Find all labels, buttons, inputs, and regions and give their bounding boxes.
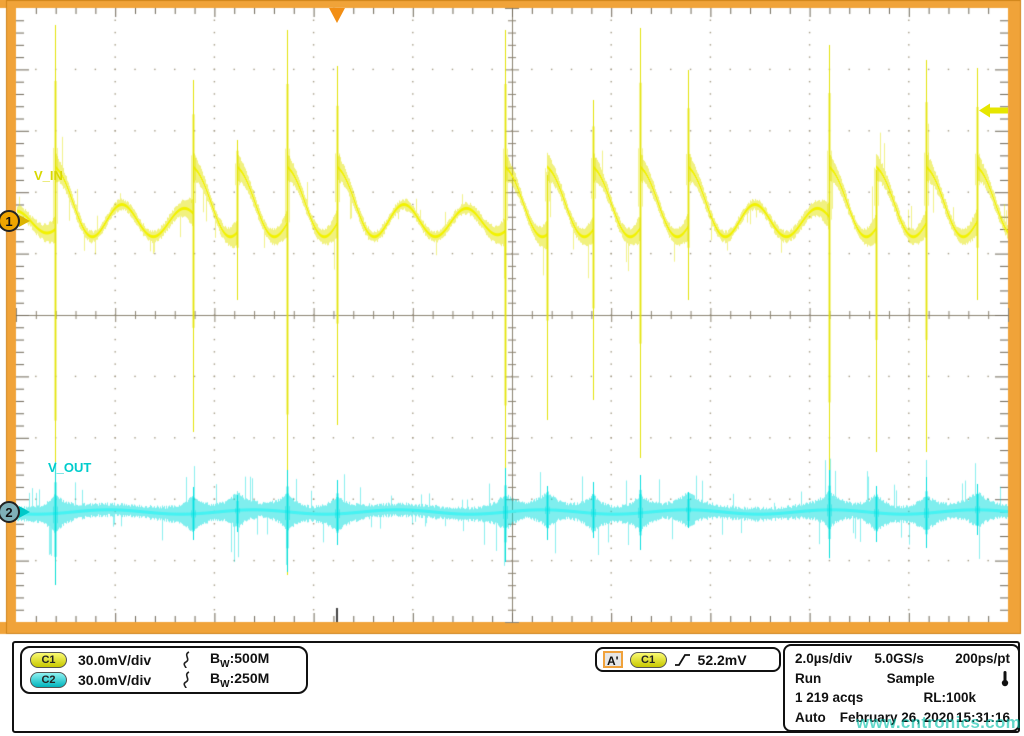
timebase-value: 2.0µs/div [795, 651, 853, 667]
trigger-a-label: A' [603, 651, 623, 668]
time-value: 15:31:16 [955, 709, 1010, 725]
channel1-bandwidth: BW:500M [210, 650, 270, 670]
channel1-settings-row[interactable]: C1 30.0mV/div BW:500M [30, 650, 298, 670]
timebase-row: 2.0µs/div 5.0GS/s 200ps/pt [795, 649, 1010, 669]
acquisition-count-row: 1 219 acqs RL:100k [795, 688, 1010, 708]
resolution-value: 200ps/pt [955, 651, 1010, 667]
channel1-scale: 30.0mV/div [78, 652, 152, 668]
rising-edge-icon [674, 652, 691, 668]
watermark: www.cntronics.com [855, 713, 1021, 732]
channel1-badge[interactable]: C1 [30, 652, 67, 668]
readout-bar: C1 30.0mV/div BW:500M C2 30.0mV/div BW:2… [12, 641, 1020, 733]
acqs-count: 1 219 acqs [795, 690, 864, 706]
record-length: RL:100k [923, 690, 976, 706]
trigger-settings-panel[interactable]: A' C1 52.2mV [595, 647, 781, 672]
channel-settings-panel[interactable]: C1 30.0mV/div BW:500M C2 30.0mV/div BW:2… [20, 646, 308, 694]
channel2-trace-label: V_OUT [48, 460, 92, 475]
oscilloscope-display: 1 2 V_IN V_OUT [0, 0, 1024, 640]
acquisition-state-row: Run Sample [795, 669, 1010, 689]
run-state: Run [795, 670, 822, 686]
waveform-canvas [0, 0, 1024, 640]
acquisition-mode: Sample [886, 670, 935, 686]
ac-coupling-icon [181, 651, 193, 669]
thermometer-icon [1000, 670, 1010, 687]
channel2-bandwidth: BW:250M [210, 670, 270, 690]
trigger-mode: Auto [795, 709, 826, 725]
channel1-trace-label: V_IN [34, 168, 63, 183]
channel2-marker-arrow-icon [19, 506, 30, 518]
channel2-ground-marker[interactable]: 2 [0, 501, 20, 523]
trigger-source-badge[interactable]: C1 [629, 651, 667, 668]
ac-coupling-icon [181, 671, 193, 689]
trigger-level-arrow-icon[interactable] [979, 103, 1008, 118]
channel1-ground-marker[interactable]: 1 [0, 210, 20, 232]
sample-rate-value: 5.0GS/s [874, 651, 924, 667]
date-value: February 26, 2020 [839, 709, 954, 725]
channel2-settings-row[interactable]: C2 30.0mV/div BW:250M [30, 670, 298, 690]
acquisition-panel[interactable]: 2.0µs/div 5.0GS/s 200ps/pt Run Sample 1 … [783, 644, 1020, 732]
trigger-position-marker-icon[interactable] [329, 8, 345, 23]
channel2-badge[interactable]: C2 [30, 672, 67, 688]
datetime-row: Auto February 26, 2020 15:31:16 [795, 708, 1010, 728]
channel1-marker-arrow-icon [19, 215, 30, 227]
channel2-scale: 30.0mV/div [78, 672, 152, 688]
trigger-level-value: 52.2mV [697, 651, 747, 668]
